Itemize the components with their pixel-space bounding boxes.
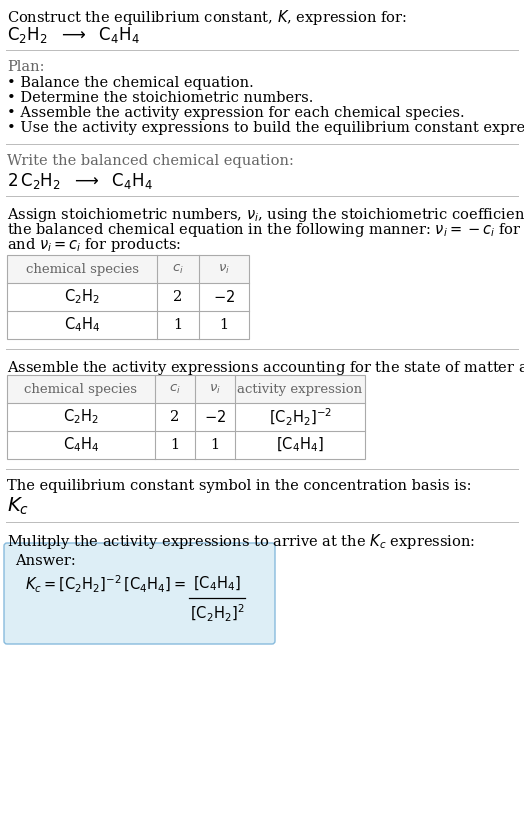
Bar (7, 375, 365, 403)
Text: $c_i$: $c_i$ (172, 262, 184, 276)
Text: $\mathrm{C_2H_2}$: $\mathrm{C_2H_2}$ (63, 407, 99, 427)
FancyBboxPatch shape (4, 543, 275, 644)
Text: • Balance the chemical equation.: • Balance the chemical equation. (7, 76, 254, 90)
Text: the balanced chemical equation in the following manner: $\nu_i = -c_i$ for react: the balanced chemical equation in the fo… (7, 221, 524, 239)
Text: 1: 1 (220, 318, 228, 332)
Text: The equilibrium constant symbol in the concentration basis is:: The equilibrium constant symbol in the c… (7, 479, 472, 493)
Text: $[\mathrm{C_4H_4}]$: $[\mathrm{C_4H_4}]$ (276, 436, 324, 454)
Text: Mulitply the activity expressions to arrive at the $K_c$ expression:: Mulitply the activity expressions to arr… (7, 532, 475, 551)
Text: $-2$: $-2$ (204, 409, 226, 425)
Text: $[\mathrm{C_4H_4}]$: $[\mathrm{C_4H_4}]$ (193, 574, 241, 593)
Text: 2: 2 (173, 290, 183, 304)
Text: Construct the equilibrium constant, $K$, expression for:: Construct the equilibrium constant, $K$,… (7, 8, 407, 27)
Text: • Determine the stoichiometric numbers.: • Determine the stoichiometric numbers. (7, 91, 313, 105)
Text: activity expression: activity expression (237, 382, 363, 396)
Text: $[\mathrm{C_2H_2}]^{-2}$: $[\mathrm{C_2H_2}]^{-2}$ (268, 407, 332, 428)
Bar (7, 255, 249, 283)
Text: $\mathrm{C_4H_4}$: $\mathrm{C_4H_4}$ (64, 316, 100, 334)
Text: $2\,\mathrm{C_2H_2}$  $\longrightarrow$  $\mathrm{C_4H_4}$: $2\,\mathrm{C_2H_2}$ $\longrightarrow$ $… (7, 171, 153, 191)
Text: $\mathrm{C_4H_4}$: $\mathrm{C_4H_4}$ (63, 436, 99, 454)
Text: 1: 1 (211, 438, 220, 452)
Text: and $\nu_i = c_i$ for products:: and $\nu_i = c_i$ for products: (7, 236, 181, 254)
Text: • Assemble the activity expression for each chemical species.: • Assemble the activity expression for e… (7, 106, 465, 120)
Text: Write the balanced chemical equation:: Write the balanced chemical equation: (7, 154, 294, 168)
Text: $\mathrm{C_2H_2}$  $\longrightarrow$  $\mathrm{C_4H_4}$: $\mathrm{C_2H_2}$ $\longrightarrow$ $\ma… (7, 25, 140, 45)
Text: $K_c = [\mathrm{C_2H_2}]^{-2}\,[\mathrm{C_4H_4}] =$: $K_c = [\mathrm{C_2H_2}]^{-2}\,[\mathrm{… (25, 574, 186, 595)
Text: Plan:: Plan: (7, 60, 45, 74)
Text: $[\mathrm{C_2H_2}]^2$: $[\mathrm{C_2H_2}]^2$ (190, 602, 244, 624)
Text: Answer:: Answer: (15, 554, 76, 568)
Text: chemical species: chemical species (25, 382, 137, 396)
Bar (7, 255, 249, 339)
Text: 2: 2 (170, 410, 180, 424)
Text: chemical species: chemical species (26, 262, 138, 276)
Text: $-2$: $-2$ (213, 289, 235, 305)
Text: Assemble the activity expressions accounting for the state of matter and $\nu_i$: Assemble the activity expressions accoun… (7, 359, 524, 377)
Text: Assign stoichiometric numbers, $\nu_i$, using the stoichiometric coefficients, $: Assign stoichiometric numbers, $\nu_i$, … (7, 206, 524, 224)
Text: $c_i$: $c_i$ (169, 382, 181, 396)
Text: 1: 1 (170, 438, 180, 452)
Text: $\mathrm{C_2H_2}$: $\mathrm{C_2H_2}$ (64, 287, 100, 306)
Bar (7, 375, 365, 459)
Text: 1: 1 (173, 318, 182, 332)
Text: $K_c$: $K_c$ (7, 496, 29, 518)
Text: $\nu_i$: $\nu_i$ (209, 382, 221, 396)
Text: $\nu_i$: $\nu_i$ (218, 262, 230, 276)
Text: • Use the activity expressions to build the equilibrium constant expression.: • Use the activity expressions to build … (7, 121, 524, 135)
